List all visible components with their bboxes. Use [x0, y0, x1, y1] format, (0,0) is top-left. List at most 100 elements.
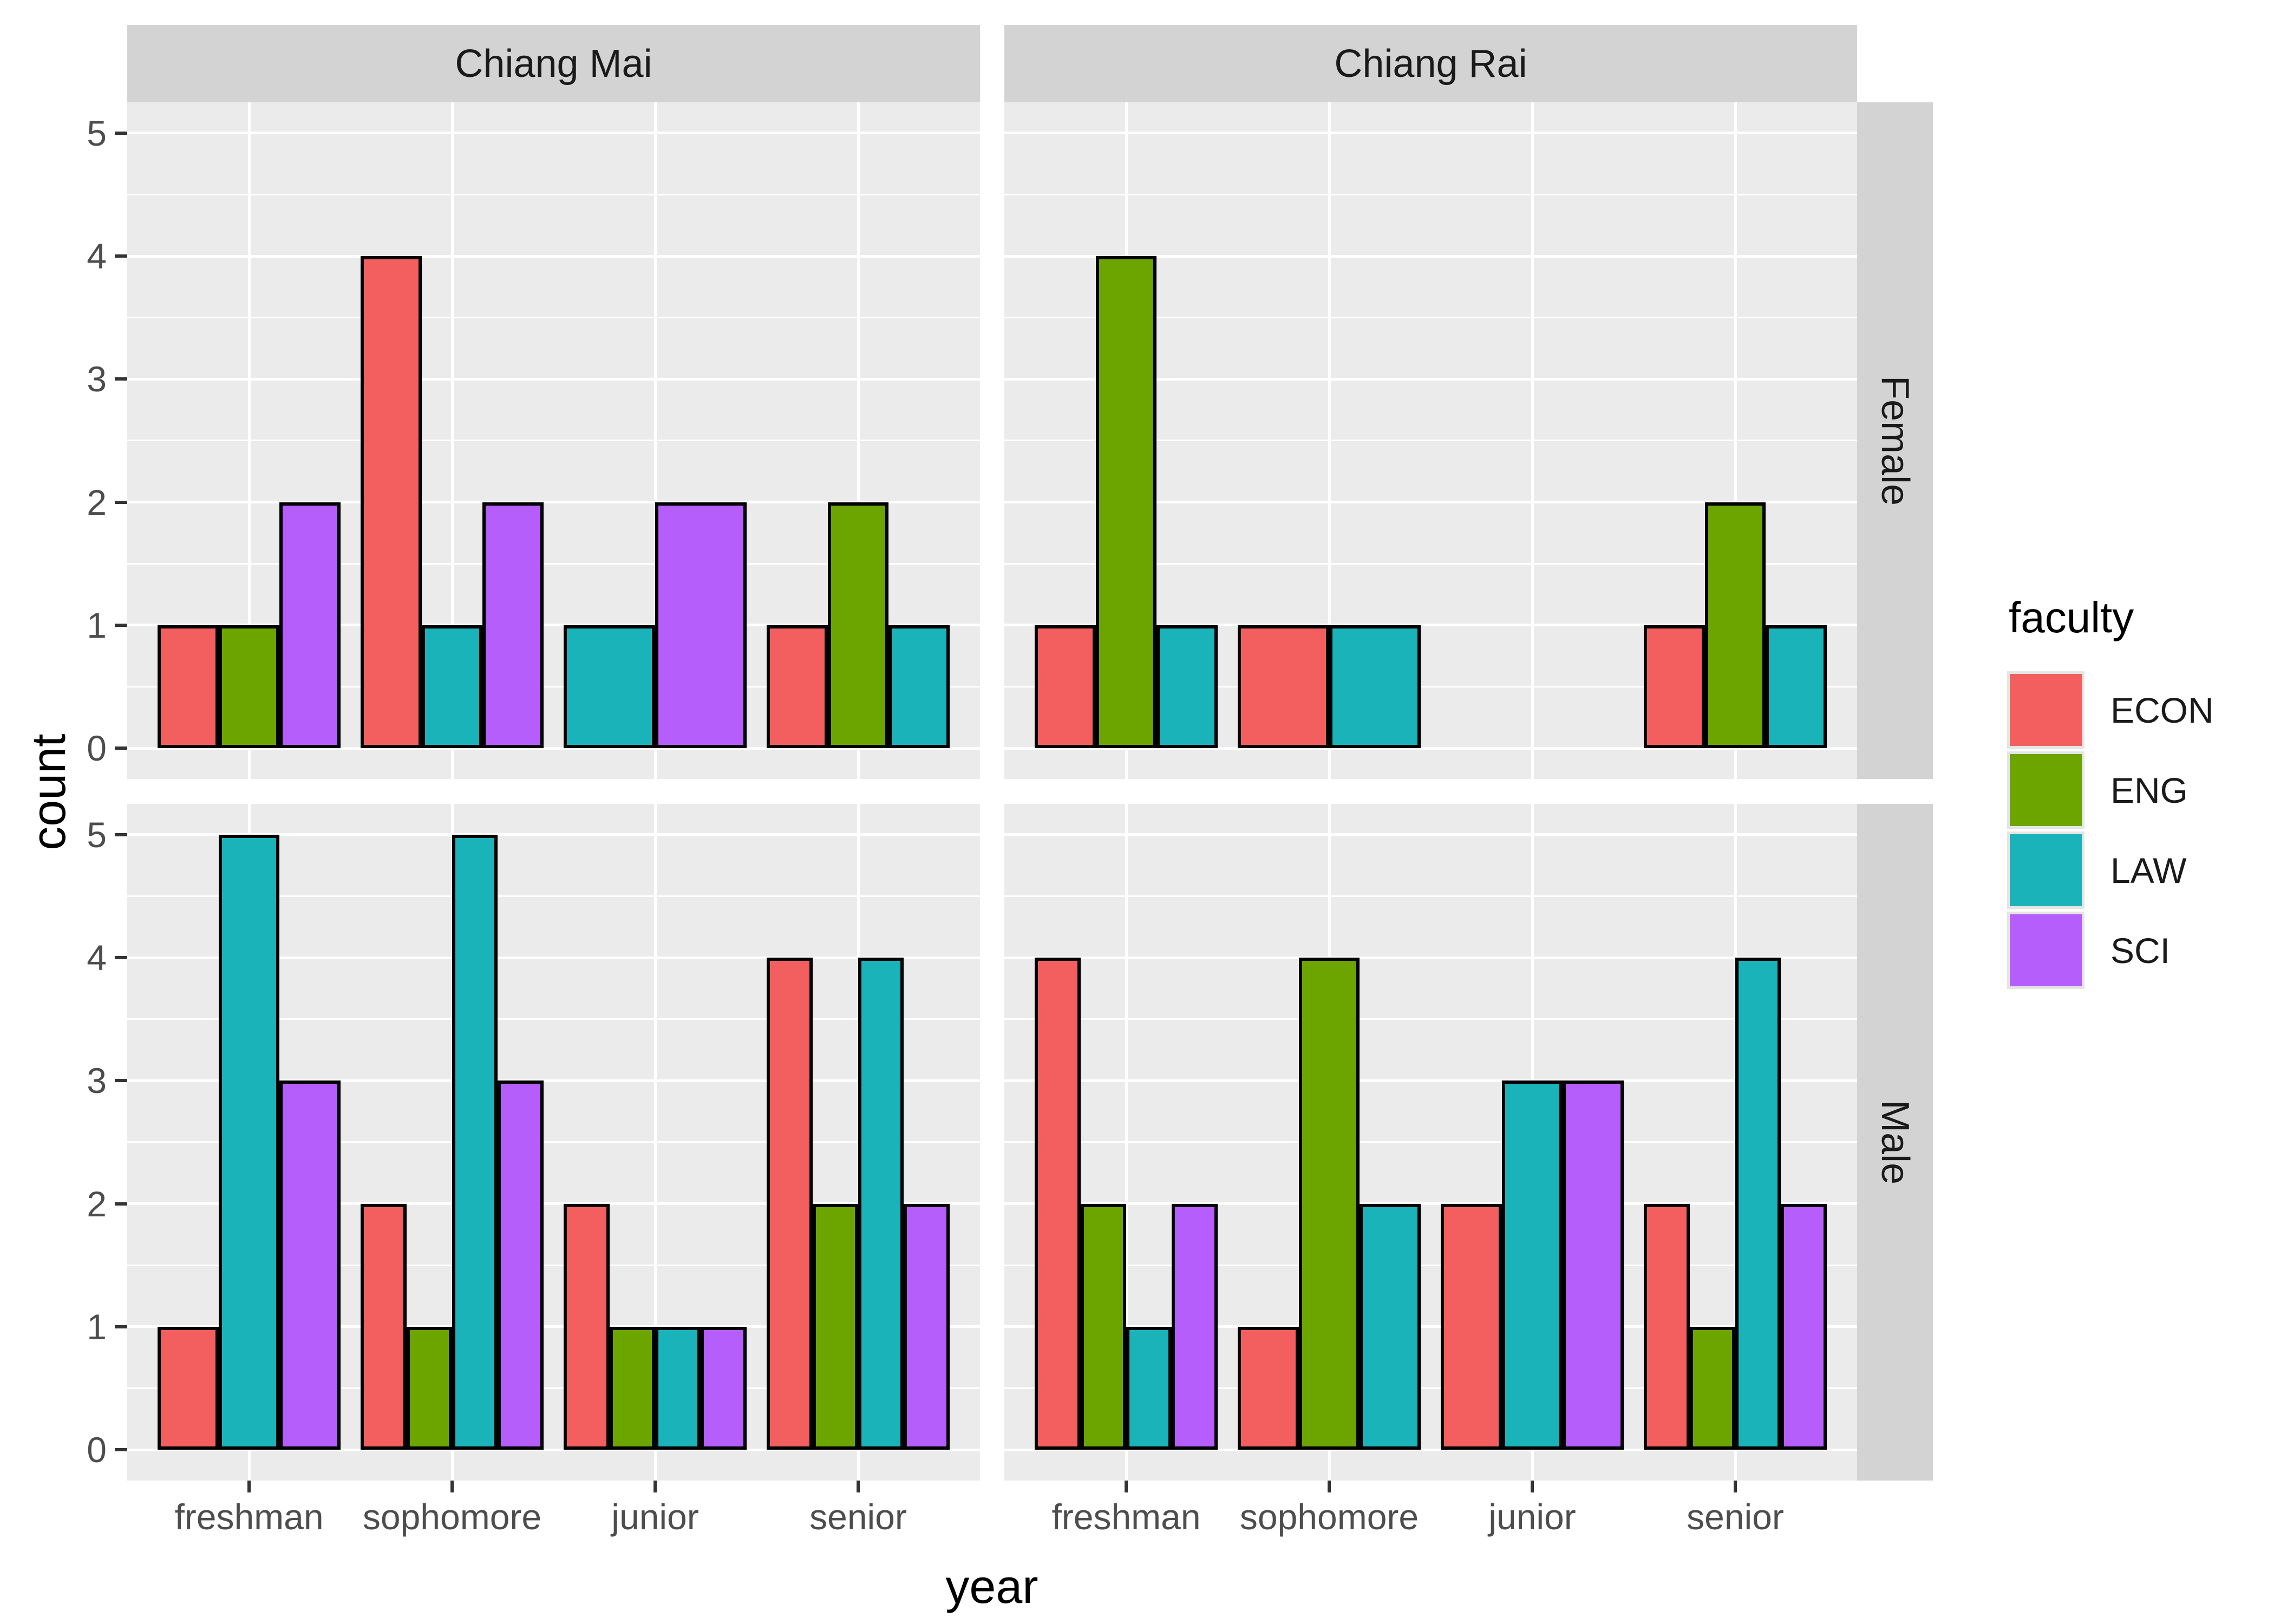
bar-sophomore-econ	[361, 256, 422, 749]
y-tick-mark	[115, 377, 127, 381]
y-tick-mark	[115, 623, 127, 627]
minor-gridline	[127, 1018, 980, 1020]
panel-chiang-rai-female	[1004, 102, 1857, 779]
major-gridline-vertical	[654, 804, 657, 1481]
facet-strip-label: Female	[1873, 375, 1917, 506]
y-tick-mark	[115, 956, 127, 959]
bar-freshman-law	[218, 834, 280, 1450]
x-axis-title: year	[945, 1560, 1038, 1613]
major-gridline	[1004, 624, 1857, 627]
y-tick-label: 0	[87, 1430, 107, 1470]
bar-freshman-sci	[1172, 1203, 1218, 1450]
major-gridline-vertical	[247, 102, 251, 779]
x-tick-label-junior: junior	[611, 1497, 699, 1537]
bar-freshman-eng	[1095, 256, 1157, 749]
minor-gridline	[127, 1387, 980, 1390]
bar-junior-econ	[1441, 1203, 1502, 1450]
bar-sophomore-eng	[406, 1326, 452, 1450]
minor-gridline	[1004, 895, 1857, 897]
y-tick-mark	[115, 131, 127, 135]
panel-chiang-mai-female	[127, 102, 980, 779]
bar-sophomore-law	[1329, 625, 1421, 749]
facet-strip-label: Chiang Mai	[455, 42, 652, 86]
y-tick-mark	[115, 833, 127, 836]
x-tick-mark	[654, 1481, 657, 1492]
x-tick-label-senior: senior	[809, 1497, 907, 1537]
minor-gridline	[1004, 193, 1857, 195]
y-tick-label: 4	[87, 236, 107, 276]
bar-sophomore-law	[1360, 1203, 1421, 1450]
legend-label-eng: ENG	[2110, 770, 2188, 810]
bar-freshman-eng	[218, 625, 280, 749]
major-gridline	[1004, 833, 1857, 836]
bar-senior-law	[1766, 625, 1827, 749]
bar-sophomore-econ	[1238, 1326, 1299, 1450]
major-gridline	[127, 132, 980, 135]
major-gridline	[1004, 501, 1857, 504]
minor-gridline	[1004, 1141, 1857, 1143]
x-tick-mark	[1734, 1481, 1737, 1492]
minor-gridline	[1004, 440, 1857, 442]
bar-sophomore-eng	[1298, 958, 1360, 1450]
y-tick-mark	[115, 1202, 127, 1206]
legend-key-law	[2007, 831, 2084, 909]
bar-junior-sci	[701, 1326, 747, 1450]
minor-gridline	[1004, 1387, 1857, 1390]
major-gridline-vertical	[1328, 102, 1331, 779]
x-tick-mark	[450, 1481, 454, 1492]
bar-senior-econ	[767, 625, 828, 749]
bar-senior-law	[888, 625, 950, 749]
panel-chiang-rai-male	[1004, 804, 1857, 1481]
minor-gridline	[127, 562, 980, 565]
major-gridline	[1004, 1079, 1857, 1082]
major-gridline	[127, 624, 980, 627]
bar-senior-sci	[904, 1203, 950, 1450]
bar-senior-law	[858, 958, 904, 1450]
major-gridline	[1004, 1325, 1857, 1328]
bar-junior-law	[655, 1326, 701, 1450]
bar-senior-econ	[767, 958, 813, 1450]
y-tick-mark	[115, 1325, 127, 1328]
major-gridline	[127, 1448, 980, 1451]
bar-freshman-sci	[279, 1081, 341, 1450]
bar-freshman-sci	[279, 502, 341, 749]
bar-freshman-law	[1126, 1326, 1172, 1450]
bar-freshman-econ	[158, 625, 219, 749]
y-tick-label: 1	[87, 605, 107, 645]
y-tick-label: 2	[87, 482, 107, 522]
y-tick-mark	[115, 254, 127, 258]
bar-junior-sci	[1563, 1081, 1624, 1450]
bar-sophomore-sci	[498, 1081, 544, 1450]
bar-freshman-econ	[158, 1326, 219, 1450]
major-gridline-vertical	[450, 102, 454, 779]
eng-swatch	[2010, 754, 2082, 826]
x-tick-mark	[1125, 1481, 1128, 1492]
x-tick-mark	[857, 1481, 860, 1492]
x-tick-mark	[247, 1481, 251, 1492]
minor-gridline	[127, 1264, 980, 1266]
major-gridline	[127, 833, 980, 836]
major-gridline-vertical	[1125, 804, 1128, 1481]
y-tick-label: 5	[87, 113, 107, 153]
minor-gridline	[127, 317, 980, 319]
y-axis-title: count	[22, 734, 75, 850]
bar-sophomore-law	[421, 625, 483, 749]
legend-title: faculty	[2009, 593, 2134, 641]
minor-gridline	[1004, 1264, 1857, 1266]
y-tick-label: 5	[87, 814, 107, 855]
legend-key-eng	[2007, 751, 2084, 829]
minor-gridline	[1004, 317, 1857, 319]
minor-gridline	[127, 895, 980, 897]
major-gridline	[127, 501, 980, 504]
legend-label-sci: SCI	[2110, 930, 2171, 971]
facet-strip-female: Female	[1857, 102, 1933, 779]
major-gridline	[127, 377, 980, 381]
bar-senior-eng	[827, 502, 889, 749]
bar-senior-eng	[1689, 1326, 1735, 1450]
legend-label-law: LAW	[2110, 850, 2187, 890]
x-tick-mark	[1531, 1481, 1534, 1492]
major-gridline	[127, 1202, 980, 1206]
bar-freshman-eng	[1080, 1203, 1126, 1450]
bar-junior-eng	[609, 1326, 655, 1450]
bar-junior-econ	[564, 1203, 610, 1450]
